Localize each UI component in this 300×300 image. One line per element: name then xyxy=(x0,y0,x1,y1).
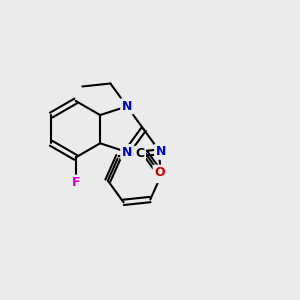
Text: N: N xyxy=(156,169,166,182)
Text: N: N xyxy=(156,145,166,158)
Text: F: F xyxy=(71,176,80,189)
Text: N: N xyxy=(122,146,132,158)
Text: C: C xyxy=(135,147,144,161)
Text: N: N xyxy=(122,100,132,113)
Text: O: O xyxy=(154,166,165,179)
